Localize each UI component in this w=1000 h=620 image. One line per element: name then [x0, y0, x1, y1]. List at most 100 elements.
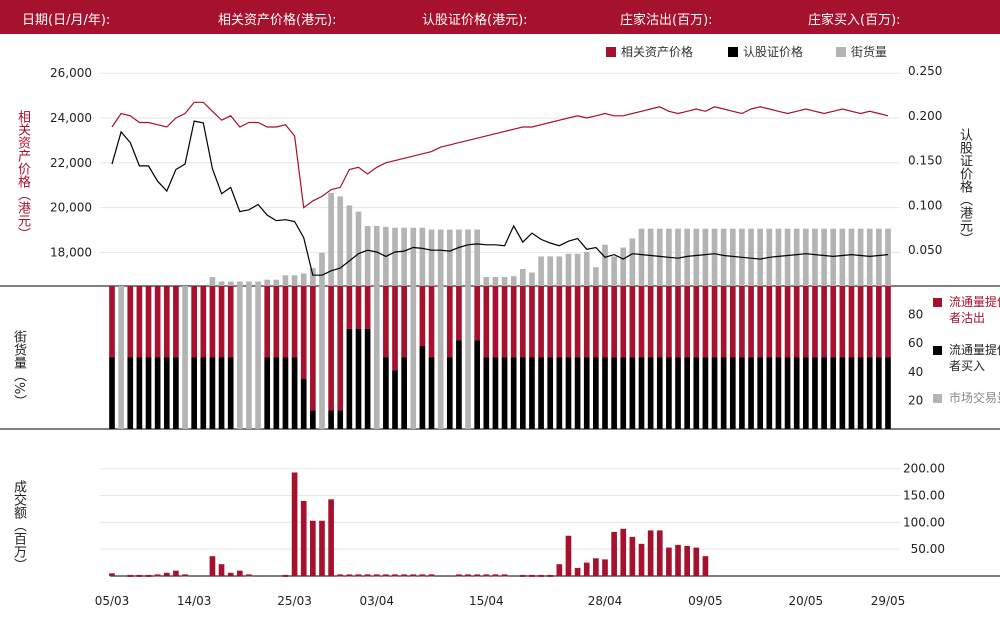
turnover-bar: [629, 536, 636, 576]
turnover-bar: [474, 574, 481, 577]
lp-sell-bar: [310, 286, 316, 411]
outstanding-bar: [410, 227, 417, 286]
header-dealer-buy-label: 庄家买入(百万):: [808, 13, 901, 28]
lp-buy-bar: [346, 328, 353, 429]
outstanding-bar: [401, 227, 407, 286]
turnover-bar: [127, 574, 134, 577]
market-volume-bar: [182, 286, 188, 429]
header-warrant-label: 认股证价格(港元):: [422, 13, 528, 28]
bottom-axis-tick: 100.00: [903, 515, 945, 529]
lp-buy-bar: [766, 357, 773, 429]
outstanding-bar: [547, 256, 554, 286]
turnover-bar: [227, 572, 234, 576]
lp-sell-bar: [474, 286, 481, 341]
outstanding-bar: [711, 228, 718, 286]
outstanding-bar: [282, 275, 289, 286]
lp-sell-bar: [300, 286, 307, 379]
outstanding-bar: [310, 268, 316, 286]
header-underlying-label: 相关资产价格(港元):: [218, 13, 337, 28]
lp-buy-bar: [602, 357, 608, 429]
lp-sell-bar: [127, 286, 134, 358]
turnover-bar: [675, 544, 681, 576]
lp-sell-bar: [364, 286, 371, 329]
lp-buy-bar: [227, 357, 234, 429]
lp-buy-bar: [748, 357, 754, 429]
header-date-label: 日期(日/月/年):: [22, 13, 111, 28]
mid-axis-tick: 40: [908, 365, 923, 379]
market-volume-bar: [118, 286, 124, 429]
x-axis-tick: 05/03: [95, 594, 130, 608]
outstanding-bar: [885, 228, 891, 286]
outstanding-bar: [629, 238, 636, 286]
lp-sell-bar: [857, 286, 864, 358]
lp-sell-bar: [757, 286, 764, 358]
lp-sell-bar: [839, 286, 846, 358]
turnover-bar: [401, 574, 407, 577]
outstanding-bar: [821, 228, 827, 286]
turnover-bar: [501, 574, 508, 577]
outstanding-bar: [437, 229, 444, 286]
lp-buy-bar: [793, 357, 800, 429]
outstanding-bar: [529, 272, 535, 286]
turnover-bar: [611, 532, 617, 576]
outstanding-bar: [428, 229, 435, 286]
lp-sell-bar: [583, 286, 590, 358]
lp-sell-bar: [766, 286, 773, 358]
outstanding-bar: [319, 252, 325, 286]
right-top-axis-title: 认股证价格（港元）: [957, 128, 972, 245]
mid-legend-market-label: 市场交易量: [949, 391, 1000, 405]
outstanding-bar: [812, 228, 818, 286]
x-axis-tick: 03/04: [359, 594, 394, 608]
right-axis-tick: 0.100: [908, 198, 942, 212]
lp-buy-bar: [136, 357, 143, 429]
lp-sell-bar: [291, 286, 298, 358]
lp-sell-bar: [200, 286, 207, 358]
turnover-bar: [620, 528, 627, 576]
mid-axis-tick: 60: [908, 336, 923, 350]
market-volume-bar: [437, 286, 444, 429]
outstanding-bar: [465, 229, 471, 286]
lp-sell-bar: [519, 286, 526, 358]
turnover-bar: [456, 574, 462, 577]
turnover-bar: [346, 574, 353, 577]
mid-axis-tick: 80: [908, 308, 923, 322]
lp-buy-bar: [876, 357, 882, 429]
bottom-axis-tick: 200.00: [903, 462, 945, 476]
turnover-bar: [145, 574, 152, 577]
outstanding-bar: [793, 228, 800, 286]
legend-underlying-label: 相关资产价格: [621, 45, 694, 59]
turnover-bar: [154, 574, 161, 577]
turnover-bar: [656, 530, 663, 576]
lp-buy-bar: [693, 357, 700, 429]
legend-outstanding: 街货量: [836, 43, 887, 60]
turnover-bar: [465, 574, 471, 577]
bottom-axis-tick: 150.00: [903, 489, 945, 503]
outstanding-bar: [501, 277, 508, 286]
outstanding-bar: [337, 196, 344, 286]
outstanding-bar: [656, 228, 663, 286]
lp-sell-bar: [784, 286, 791, 358]
outstanding-bar: [684, 228, 690, 286]
outstanding-bar: [300, 273, 307, 286]
lp-buy-bar: [428, 357, 435, 429]
left-mid-axis-title: 街货量（%）: [11, 330, 26, 408]
lp-sell-bar: [602, 286, 608, 358]
lp-buy-bar: [812, 357, 818, 429]
turnover-bar: [328, 499, 334, 576]
lp-sell-bar: [876, 286, 882, 358]
lp-buy-bar: [300, 378, 307, 429]
lp-buy-bar: [583, 357, 590, 429]
legend-outstanding-swatch: [836, 47, 846, 57]
outstanding-bar: [538, 256, 544, 286]
turnover-bar: [300, 500, 307, 576]
lp-sell-bar: [830, 286, 837, 358]
lp-sell-bar: [428, 286, 435, 358]
mid-legend-lp-buy-label: 流通量提供者买入: [949, 343, 1000, 373]
lp-buy-bar: [857, 357, 864, 429]
lp-buy-bar: [757, 357, 764, 429]
turnover-bar: [684, 545, 690, 576]
market-volume-bar: [410, 286, 417, 429]
left-axis-tick: 24,000: [50, 111, 92, 125]
lp-buy-bar: [729, 357, 736, 429]
